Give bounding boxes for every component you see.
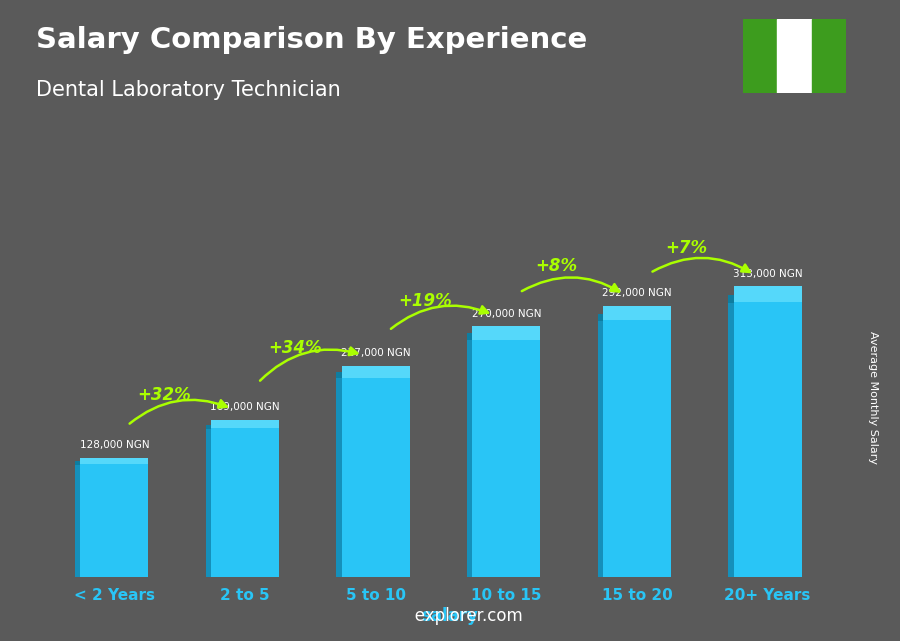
- Text: explorer.com: explorer.com: [378, 607, 522, 625]
- Bar: [728, 295, 733, 303]
- Text: salary: salary: [421, 607, 479, 625]
- Text: Salary Comparison By Experience: Salary Comparison By Experience: [36, 26, 587, 54]
- Bar: [205, 424, 212, 429]
- Text: +34%: +34%: [268, 338, 321, 356]
- Bar: [777, 19, 812, 93]
- Bar: [212, 420, 279, 428]
- Bar: [80, 458, 148, 577]
- Bar: [734, 286, 802, 577]
- Text: +19%: +19%: [399, 292, 452, 310]
- Text: 270,000 NGN: 270,000 NGN: [472, 308, 541, 319]
- Bar: [467, 333, 472, 577]
- Text: 169,000 NGN: 169,000 NGN: [211, 403, 280, 412]
- Text: 292,000 NGN: 292,000 NGN: [602, 288, 671, 298]
- Text: +32%: +32%: [137, 386, 191, 404]
- Bar: [342, 366, 410, 378]
- Bar: [337, 372, 342, 378]
- Text: 128,000 NGN: 128,000 NGN: [79, 440, 149, 451]
- Bar: [205, 424, 212, 577]
- Bar: [598, 313, 603, 577]
- Text: Average Monthly Salary: Average Monthly Salary: [868, 331, 878, 464]
- Bar: [598, 313, 603, 321]
- Bar: [734, 286, 802, 302]
- Bar: [75, 462, 80, 577]
- Text: 313,000 NGN: 313,000 NGN: [733, 269, 803, 279]
- Bar: [472, 326, 540, 577]
- Bar: [812, 19, 846, 93]
- Bar: [75, 462, 80, 465]
- Bar: [467, 333, 472, 340]
- Bar: [728, 295, 733, 577]
- Bar: [342, 366, 410, 577]
- Bar: [603, 306, 670, 320]
- Text: 227,000 NGN: 227,000 NGN: [341, 349, 410, 358]
- Text: +7%: +7%: [666, 239, 707, 257]
- Bar: [603, 306, 670, 577]
- Bar: [337, 372, 342, 577]
- Bar: [742, 19, 777, 93]
- Bar: [212, 420, 279, 577]
- Text: +8%: +8%: [535, 257, 577, 275]
- Text: Dental Laboratory Technician: Dental Laboratory Technician: [36, 80, 341, 100]
- Bar: [472, 326, 540, 340]
- Bar: [80, 458, 148, 465]
